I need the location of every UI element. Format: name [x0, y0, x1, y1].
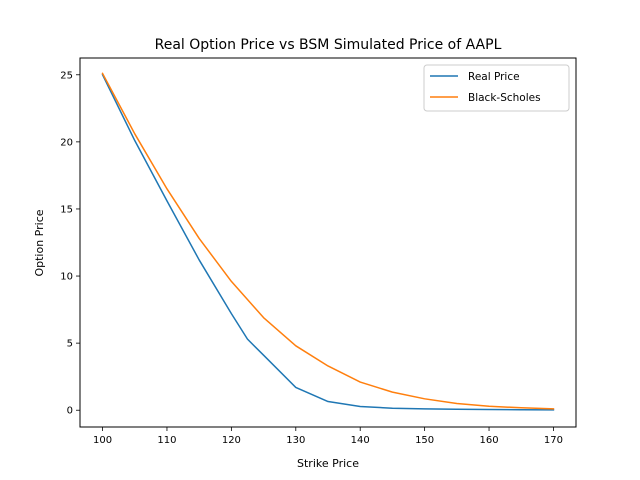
legend-label-black-scholes: Black-Scholes: [468, 92, 541, 104]
x-tick-label: 140: [351, 435, 370, 446]
x-tick-label: 150: [415, 435, 434, 446]
y-tick-label: 0: [67, 406, 73, 417]
plot-area: [101, 72, 555, 411]
x-tick-label: 100: [93, 435, 112, 446]
x-axis-label: Strike Price: [297, 457, 359, 470]
x-tick-label: 170: [544, 435, 563, 446]
chart-title: Real Option Price vs BSM Simulated Price…: [155, 37, 502, 53]
series-line-real-price: [101, 73, 555, 411]
legend-box: [423, 64, 570, 112]
x-tick-label: 110: [157, 435, 176, 446]
y-tick-label: 10: [60, 272, 73, 283]
y-tick-label: 5: [67, 339, 73, 350]
x-tick-label: 160: [479, 435, 498, 446]
y-axis-label: Option Price: [33, 209, 46, 276]
x-tick-label: 120: [222, 435, 241, 446]
axis-ticks: 100 110 120 130 140 150 160 170 0 5 10 15 20 25: [60, 70, 563, 446]
legend: Real Price Black-Scholes: [423, 64, 570, 112]
x-tick-label: 130: [286, 435, 305, 446]
y-tick-label: 20: [60, 137, 73, 148]
y-tick-label: 15: [60, 204, 73, 215]
y-tick-label: 25: [60, 70, 73, 81]
series-line-black-scholes: [101, 72, 555, 410]
axes-frame: [79, 57, 577, 428]
legend-label-real-price: Real Price: [468, 71, 520, 83]
